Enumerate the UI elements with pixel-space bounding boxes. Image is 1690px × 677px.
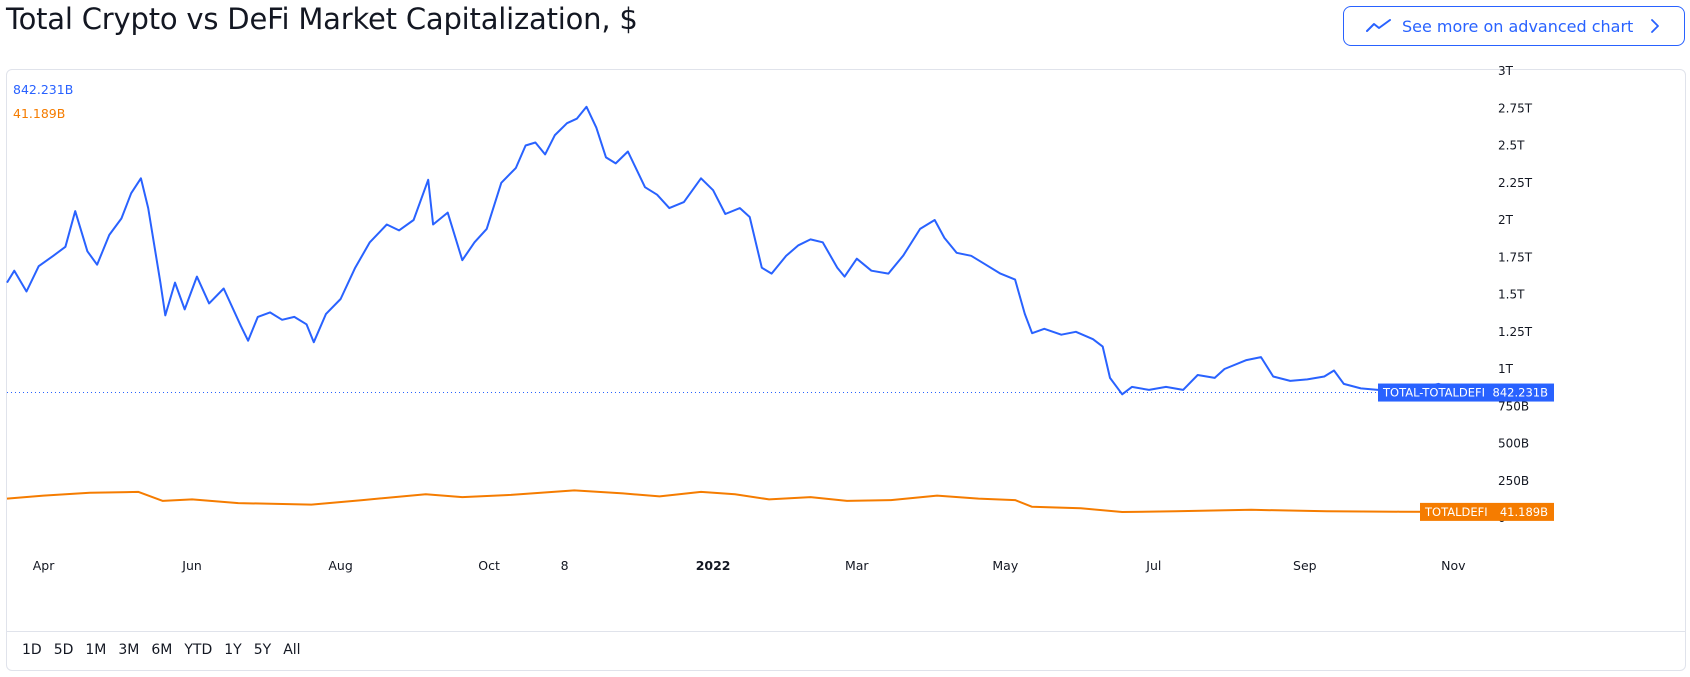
- x-tick-label: Nov: [1441, 558, 1466, 573]
- range-button-1y[interactable]: 1Y: [224, 642, 242, 658]
- y-tick-label: 1T: [1498, 362, 1514, 376]
- series-line-totaldefi: [6, 489, 1464, 513]
- range-button-1d[interactable]: 1D: [22, 642, 42, 658]
- x-tick-label: 2022: [696, 558, 731, 573]
- price-label-value: 842.231B: [1493, 386, 1549, 400]
- page-title: Total Crypto vs DeFi Market Capitalizati…: [6, 2, 638, 36]
- range-button-5y[interactable]: 5Y: [253, 642, 272, 658]
- legend-total-value: 842.231B: [13, 82, 74, 97]
- trend-line-icon: [1366, 19, 1391, 32]
- price-label-name: TOTALDEFI: [1424, 505, 1488, 519]
- y-tick-label: 1.5T: [1498, 288, 1525, 302]
- x-tick-label: Jul: [1145, 558, 1161, 573]
- price-label-value: 41.189B: [1500, 505, 1548, 519]
- range-divider: [6, 631, 1686, 632]
- y-tick-label: 2.25T: [1498, 176, 1533, 190]
- y-tick-label: 1.25T: [1498, 325, 1533, 339]
- range-button-all[interactable]: All: [283, 642, 301, 658]
- x-tick-label: 8: [561, 558, 569, 573]
- chevron-right-icon: [1651, 19, 1659, 33]
- chart-panel[interactable]: [6, 69, 1686, 671]
- x-tick-label: Oct: [478, 558, 500, 573]
- x-tick-label: Jun: [181, 558, 202, 573]
- x-tick-label: Aug: [328, 558, 352, 573]
- y-tick-label: 500B: [1498, 437, 1529, 451]
- chart[interactable]: 3T 2.75T 2.5T 2.25T 2T 1.75T 1.5T 1.25T 1T 750B 50…: [0, 0, 1690, 631]
- legend-defi-value: 41.189B: [13, 106, 66, 121]
- y-tick-label: 1.75T: [1498, 250, 1533, 264]
- x-tick-label: Sep: [1293, 558, 1317, 573]
- price-label-box: [1420, 502, 1554, 521]
- x-tick-label: May: [992, 558, 1018, 573]
- y-tick-label: 2.5T: [1498, 139, 1525, 153]
- price-label-name: TOTAL-TOTALDEFI: [1382, 386, 1485, 400]
- advanced-chart-label: See more on advanced chart: [1402, 16, 1634, 36]
- y-tick-label: 2T: [1498, 213, 1514, 227]
- range-selector: 1D 5D 1M 3M 6M YTD 1Y 5Y All: [22, 640, 313, 660]
- range-button-ytd[interactable]: YTD: [184, 642, 213, 658]
- series-line-total-totaldefi: [6, 105, 1464, 396]
- advanced-chart-button[interactable]: See more on advanced chart: [1343, 6, 1685, 46]
- range-button-6m[interactable]: 6M: [151, 642, 173, 658]
- y-tick-label: 250B: [1498, 474, 1529, 488]
- x-tick-label: Apr: [33, 558, 55, 573]
- range-button-1m[interactable]: 1M: [85, 642, 107, 658]
- range-button-5d[interactable]: 5D: [53, 642, 74, 658]
- y-tick-label: 2.75T: [1498, 101, 1533, 115]
- price-label-box: [1378, 383, 1554, 402]
- range-button-3m[interactable]: 3M: [118, 642, 140, 658]
- y-tick-label: 3T: [1498, 64, 1514, 78]
- y-tick-label: 750B: [1498, 399, 1529, 413]
- x-tick-label: Mar: [845, 558, 869, 573]
